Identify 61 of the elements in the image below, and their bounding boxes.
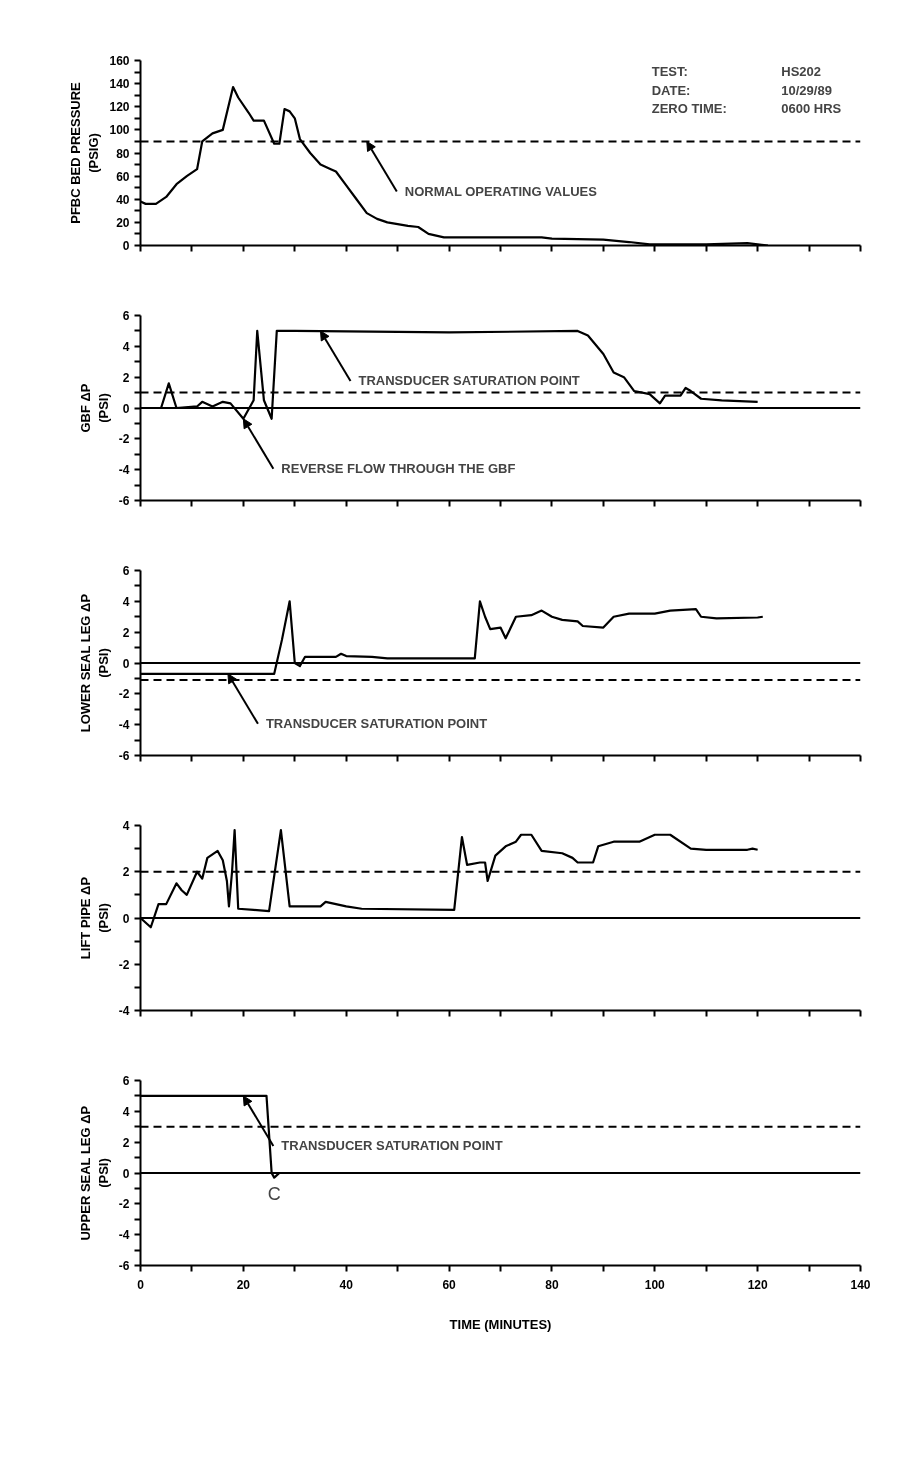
y-tick-label: 40 [116, 192, 130, 207]
y-tick-label: 2 [122, 370, 130, 385]
x-tick-label: 0 [137, 1277, 145, 1292]
annotation: ZERO TIME: [651, 101, 727, 117]
y-tick-label: 140 [109, 77, 130, 92]
y-tick-label: 160 [109, 54, 130, 68]
y-tick-label: 0 [122, 239, 130, 253]
y-axis-title: UPPER SEAL LEG ΔP (PSI) [77, 1105, 111, 1241]
x-tick-label: 20 [236, 1277, 251, 1292]
x-tick-label: 60 [442, 1277, 457, 1292]
y-tick-label: 2 [122, 625, 130, 640]
y-tick-label: 60 [116, 169, 130, 184]
y-tick-label: -2 [118, 1197, 130, 1212]
annotation: DATE: [651, 82, 691, 98]
y-tick-label: -4 [118, 1004, 130, 1018]
y-tick-label: -6 [118, 1259, 130, 1273]
x-tick-label: 40 [339, 1277, 354, 1292]
y-tick-label: -2 [118, 957, 130, 972]
y-tick-label: 0 [122, 656, 130, 671]
x-axis-title: TIME (MINUTES) [449, 1316, 552, 1332]
y-tick-label: 0 [122, 401, 130, 416]
annotation: TRANSDUCER SATURATION POINT [265, 716, 488, 732]
x-tick-label: 140 [850, 1277, 871, 1292]
y-axis-title: GBF ΔP (PSI) [77, 383, 111, 433]
annotation: REVERSE FLOW THROUGH THE GBF [281, 461, 516, 477]
annotation: TEST: [651, 64, 688, 80]
y-tick-label: -4 [118, 463, 130, 478]
y-tick-label: 100 [109, 123, 130, 138]
y-tick-label: -6 [118, 749, 130, 763]
annotation: HS202 [781, 64, 822, 80]
x-tick-label: 100 [644, 1277, 666, 1292]
y-axis-title: LIFT PIPE ΔP (PSI) [77, 876, 111, 960]
y-tick-label: 2 [122, 1135, 130, 1150]
y-tick-label: 0 [122, 911, 130, 926]
annotation: NORMAL OPERATING VALUES [404, 183, 598, 199]
y-axis-title: PFBC BED PRESSURE (PSIG) [68, 81, 102, 224]
annotation: C [267, 1183, 281, 1204]
x-tick-label: 80 [545, 1277, 559, 1292]
annotation: 10/29/89 [781, 82, 832, 98]
y-tick-label: -2 [118, 687, 130, 702]
y-tick-label: -4 [118, 1228, 130, 1243]
annotation: TRANSDUCER SATURATION POINT [281, 1138, 503, 1154]
y-axis-title: LOWER SEAL LEG ΔP (PSI) [77, 593, 111, 733]
y-tick-label: 4 [122, 819, 130, 833]
annotation: 0600 HRS [781, 101, 842, 117]
y-tick-label: 4 [122, 1104, 130, 1119]
y-tick-label: -6 [118, 494, 130, 508]
annotation: TRANSDUCER SATURATION POINT [358, 373, 580, 389]
y-tick-label: 6 [122, 1074, 130, 1088]
x-tick-label: 120 [747, 1277, 768, 1292]
y-tick-label: 0 [122, 1166, 130, 1181]
y-tick-label: 6 [122, 309, 130, 323]
y-tick-label: 6 [122, 564, 130, 578]
y-tick-label: 4 [122, 594, 130, 609]
y-tick-label: 80 [116, 146, 130, 161]
y-tick-label: 4 [122, 339, 130, 354]
y-tick-label: -4 [118, 718, 130, 733]
y-tick-label: 120 [109, 100, 130, 115]
y-tick-label: 20 [116, 215, 130, 230]
y-tick-label: -2 [118, 432, 130, 447]
y-tick-label: 2 [122, 865, 130, 880]
